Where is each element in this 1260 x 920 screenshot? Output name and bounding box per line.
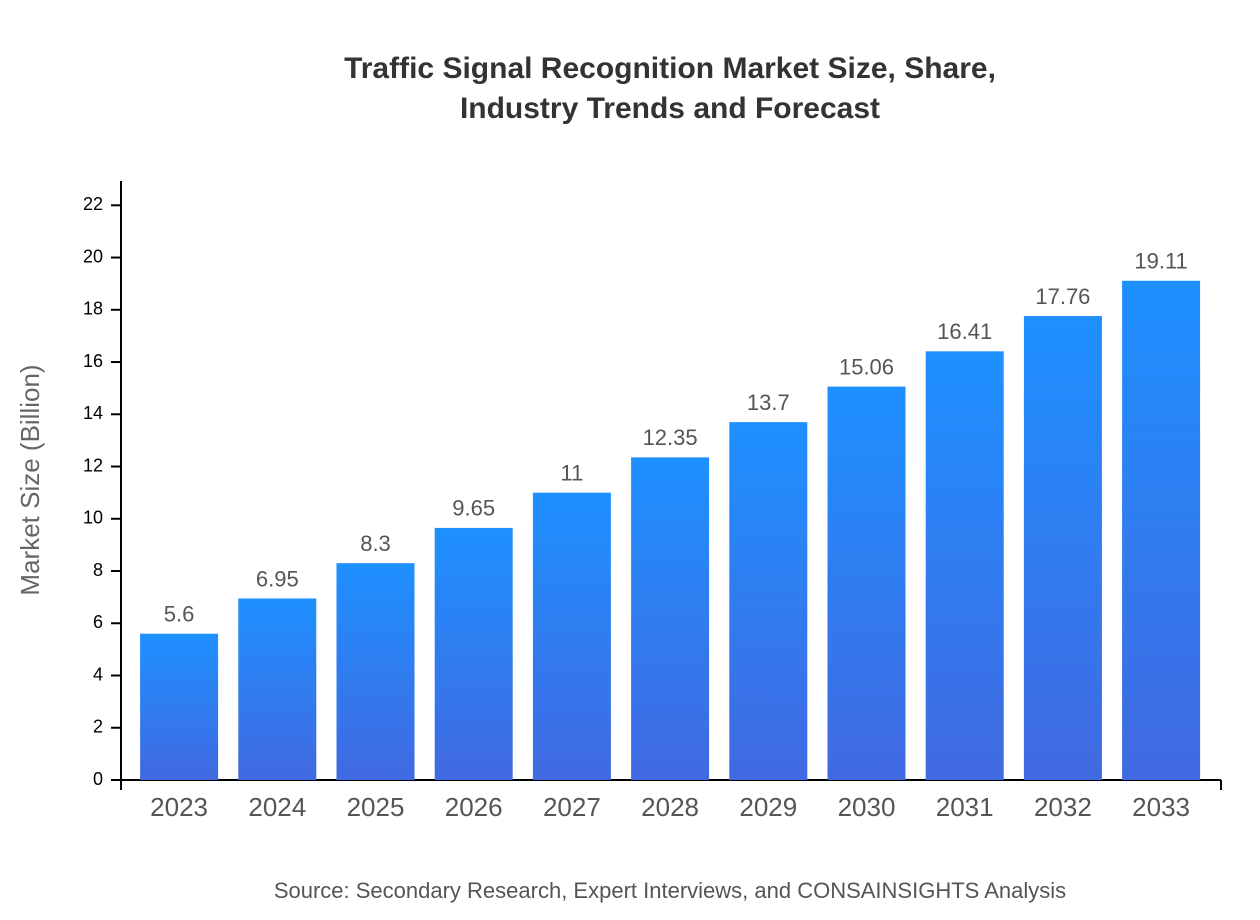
x-tick-label: 2028 [641,792,699,822]
bar [238,598,317,780]
bar [336,563,415,780]
bar [925,351,1004,780]
y-tick-label: 22 [83,194,103,214]
y-tick-label: 2 [93,717,103,737]
y-tick-label: 20 [83,246,103,266]
x-tick-label: 2027 [543,792,601,822]
value-label: 6.95 [256,566,299,591]
x-tick-label: 2031 [936,792,994,822]
value-label: 5.6 [164,602,195,627]
bar [729,422,808,780]
y-tick-label: 4 [93,664,103,684]
bar [434,527,513,780]
value-label: 15.06 [839,354,894,379]
y-tick-label: 16 [83,351,103,371]
bar [1023,316,1102,780]
value-label: 11 [560,460,583,485]
value-label: 13.7 [747,390,790,415]
value-label: 8.3 [360,531,391,556]
value-label: 16.41 [937,319,992,344]
x-tick-label: 2026 [445,792,503,822]
x-tick-label: 2025 [347,792,405,822]
x-tick-label: 2024 [248,792,306,822]
bar [827,386,906,780]
source-note: Source: Secondary Research, Expert Inter… [274,878,1066,903]
chart-title: Traffic Signal Recognition Market Size, … [344,52,996,85]
x-tick-label: 2032 [1034,792,1092,822]
y-tick-label: 6 [93,612,103,632]
bar [631,457,710,780]
value-label: 9.65 [452,496,495,521]
x-tick-label: 2029 [739,792,797,822]
chart-subtitle: Industry Trends and Forecast [460,92,880,125]
value-label: 17.76 [1035,284,1090,309]
x-tick-label: 2023 [150,792,208,822]
value-label: 12.35 [643,425,698,450]
bar [140,633,219,780]
y-axis-label: Market Size (Billion) [15,364,45,595]
bar [1122,280,1201,780]
x-tick-label: 2030 [838,792,896,822]
y-tick-label: 14 [83,403,103,423]
bar [532,492,611,780]
y-tick-label: 0 [93,769,103,789]
y-tick-label: 12 [83,455,103,475]
x-tick-label: 2033 [1132,792,1190,822]
y-tick-label: 18 [83,299,103,319]
value-label: 19.11 [1134,249,1187,274]
y-tick-label: 10 [83,508,103,528]
y-tick-label: 8 [93,560,103,580]
